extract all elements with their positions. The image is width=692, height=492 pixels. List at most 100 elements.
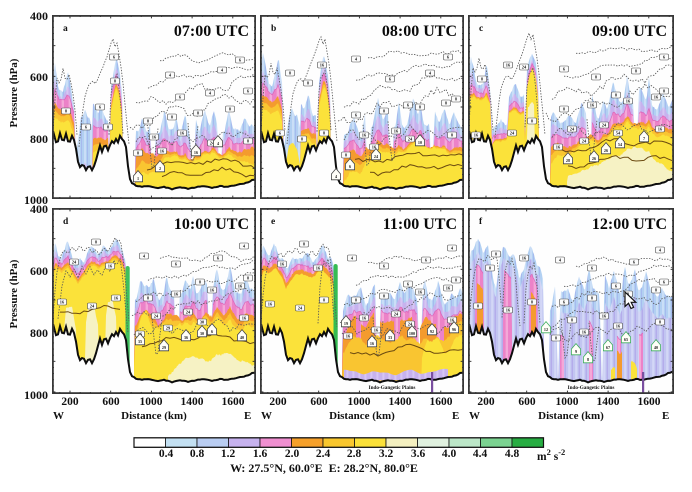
svg-text:8: 8: [303, 242, 306, 247]
svg-text:6: 6: [85, 125, 88, 130]
svg-text:8: 8: [591, 296, 594, 301]
svg-text:16: 16: [418, 290, 423, 295]
svg-text:16: 16: [316, 266, 321, 271]
svg-text:4: 4: [169, 73, 172, 78]
svg-text:6: 6: [239, 58, 242, 63]
svg-text:6: 6: [407, 282, 410, 287]
svg-text:30: 30: [200, 320, 205, 325]
svg-text:54: 54: [618, 142, 623, 147]
svg-text:16: 16: [374, 328, 379, 333]
svg-text:6: 6: [591, 266, 594, 271]
svg-text:40: 40: [654, 345, 658, 350]
svg-text:4: 4: [351, 256, 354, 261]
svg-text:08:00 UTC: 08:00 UTC: [382, 23, 457, 40]
svg-text:16: 16: [658, 127, 663, 132]
svg-text:8: 8: [95, 240, 98, 245]
svg-text:8: 8: [323, 131, 326, 136]
svg-text:4: 4: [335, 174, 338, 179]
svg-text:8: 8: [531, 119, 534, 124]
svg-text:8: 8: [114, 79, 117, 84]
svg-text:7: 7: [643, 136, 645, 141]
svg-text:33: 33: [388, 335, 392, 340]
svg-text:12: 12: [544, 327, 548, 332]
svg-text:6: 6: [663, 280, 666, 285]
svg-text:8: 8: [655, 288, 658, 293]
svg-text:4: 4: [243, 244, 246, 249]
svg-text:8: 8: [383, 109, 386, 114]
svg-text:16: 16: [370, 341, 374, 346]
svg-text:26: 26: [592, 156, 596, 161]
svg-text:10:00 UTC: 10:00 UTC: [174, 216, 249, 233]
svg-text:24: 24: [522, 65, 527, 70]
svg-text:16: 16: [320, 63, 325, 68]
svg-text:8: 8: [383, 294, 386, 299]
svg-text:8: 8: [455, 97, 458, 102]
svg-text:16: 16: [152, 135, 157, 140]
svg-text:16: 16: [362, 133, 367, 138]
svg-text:8: 8: [345, 153, 348, 158]
svg-text:6: 6: [615, 284, 618, 289]
svg-text:8: 8: [489, 266, 492, 271]
svg-text:6: 6: [113, 55, 116, 60]
svg-text:4: 4: [451, 246, 454, 251]
svg-text:8: 8: [147, 296, 150, 301]
svg-text:24: 24: [374, 154, 379, 159]
svg-text:b: b: [271, 24, 276, 34]
svg-text:30: 30: [200, 331, 204, 336]
svg-text:f: f: [479, 217, 483, 227]
svg-text:24: 24: [394, 312, 399, 317]
svg-text:8: 8: [571, 318, 574, 323]
svg-text:8: 8: [531, 300, 534, 305]
svg-text:10: 10: [418, 140, 422, 145]
svg-text:2: 2: [159, 166, 161, 171]
svg-text:8: 8: [199, 280, 202, 285]
svg-text:16: 16: [582, 330, 587, 335]
svg-text:8: 8: [587, 357, 589, 362]
svg-text:16: 16: [60, 300, 65, 305]
svg-text:54: 54: [616, 131, 621, 136]
svg-text:8: 8: [495, 252, 498, 257]
svg-text:6: 6: [383, 264, 386, 269]
svg-text:8: 8: [659, 320, 662, 325]
svg-text:16: 16: [194, 150, 198, 155]
svg-text:24: 24: [408, 137, 413, 142]
svg-text:16: 16: [160, 149, 165, 154]
svg-text:4: 4: [429, 71, 432, 76]
svg-text:09:00 UTC: 09:00 UTC: [592, 23, 667, 40]
svg-text:6: 6: [179, 95, 182, 100]
svg-text:6: 6: [633, 260, 636, 265]
svg-text:16: 16: [238, 284, 243, 289]
svg-text:8: 8: [107, 125, 110, 130]
svg-text:16: 16: [556, 145, 561, 150]
svg-text:4: 4: [217, 141, 220, 146]
svg-text:29: 29: [166, 326, 171, 331]
svg-text:16: 16: [626, 99, 631, 104]
svg-text:24: 24: [210, 141, 215, 146]
svg-text:16: 16: [174, 292, 179, 297]
svg-text:12:00 UTC: 12:00 UTC: [592, 216, 667, 233]
svg-text:6: 6: [663, 55, 666, 60]
svg-text:8: 8: [307, 81, 310, 86]
svg-text:6: 6: [563, 67, 566, 72]
svg-text:6: 6: [175, 262, 178, 267]
svg-text:d: d: [63, 217, 69, 227]
svg-text:6: 6: [389, 77, 392, 82]
svg-text:6: 6: [217, 256, 220, 261]
svg-text:26: 26: [604, 148, 608, 153]
svg-text:8: 8: [419, 105, 422, 110]
svg-text:Indo-Gangetic Plains: Indo-Gangetic Plains: [568, 385, 615, 391]
svg-text:4: 4: [221, 68, 224, 73]
svg-text:16: 16: [180, 131, 185, 136]
svg-text:24: 24: [186, 310, 191, 315]
svg-text:8: 8: [247, 276, 250, 281]
svg-text:24: 24: [510, 131, 515, 136]
svg-text:c: c: [479, 24, 483, 34]
svg-text:8: 8: [147, 119, 150, 124]
svg-text:8: 8: [229, 107, 232, 112]
svg-text:36: 36: [184, 335, 188, 340]
svg-text:16: 16: [616, 324, 621, 329]
svg-text:16: 16: [446, 286, 451, 291]
svg-text:16: 16: [506, 308, 511, 313]
svg-text:19: 19: [344, 321, 348, 326]
svg-text:8: 8: [355, 298, 358, 303]
